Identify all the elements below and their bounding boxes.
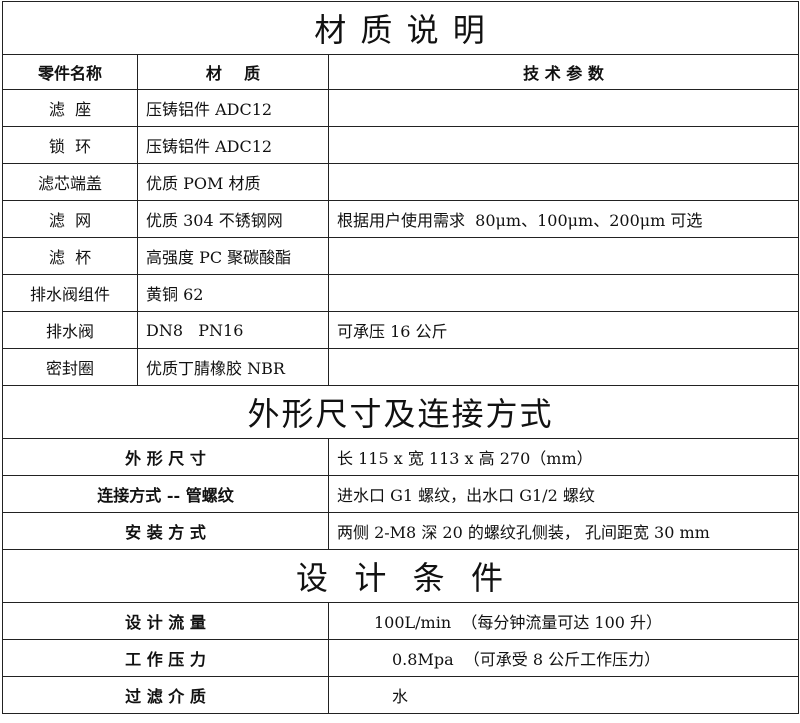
table-row: 排水阀 DN8 PN16 可承压 16 公斤 — [2, 311, 799, 349]
part-name: 锁 环 — [2, 126, 138, 164]
table-row: 外 形 尺 寸 长 115 x 宽 113 x 高 270（mm） — [2, 438, 799, 476]
doc-title: 材 质 说 明 — [2, 1, 799, 55]
part-spec: 根据用户使用需求 80μm、100μm、200μm 可选 — [328, 200, 799, 238]
table-row: 锁 环 压铸铝件 ADC12 — [2, 126, 799, 164]
row-label: 外 形 尺 寸 — [2, 438, 329, 476]
row-value: 进水口 G1 螺纹，出水口 G1/2 螺纹 — [328, 475, 799, 513]
table-row: 滤 杯 高强度 PC 聚碳酸酯 — [2, 237, 799, 275]
table-row: 安 装 方 式 两侧 2-M8 深 20 的螺纹孔侧装， 孔间距宽 30 mm — [2, 512, 799, 550]
part-material: 优质 304 不锈钢网 — [137, 200, 329, 238]
header-material: 材 质 — [137, 54, 329, 90]
part-material: 压铸铝件 ADC12 — [137, 126, 329, 164]
part-spec — [328, 89, 799, 127]
table-row: 滤 网 优质 304 不锈钢网 根据用户使用需求 80μm、100μm、200μ… — [2, 200, 799, 238]
part-spec — [328, 163, 799, 201]
table-row: 设 计 流 量 100L/min （每分钟流量可达 100 升） — [2, 602, 799, 640]
part-material: DN8 PN16 — [137, 311, 329, 349]
section-title-design: 设 计 条 件 — [2, 549, 799, 603]
part-name: 密封圈 — [2, 348, 138, 386]
row-value: 两侧 2-M8 深 20 的螺纹孔侧装， 孔间距宽 30 mm — [328, 512, 799, 550]
row-label: 工 作 压 力 — [2, 639, 329, 677]
row-value: 水 — [328, 676, 799, 714]
part-name: 排水阀组件 — [2, 274, 138, 312]
header-part-name: 零件名称 — [2, 54, 138, 90]
row-value: 100L/min （每分钟流量可达 100 升） — [328, 602, 799, 640]
part-name: 滤 网 — [2, 200, 138, 238]
header-spec: 技 术 参 数 — [328, 54, 799, 90]
table-row: 过 滤 介 质 水 — [2, 676, 799, 714]
row-label: 安 装 方 式 — [2, 512, 329, 550]
part-spec — [328, 348, 799, 386]
part-spec — [328, 237, 799, 275]
part-spec: 可承压 16 公斤 — [328, 311, 799, 349]
table-row: 密封圈 优质丁腈橡胶 NBR — [2, 348, 799, 386]
row-value: 长 115 x 宽 113 x 高 270（mm） — [328, 438, 799, 476]
row-label: 设 计 流 量 — [2, 602, 329, 640]
table-row: 排水阀组件 黄铜 62 — [2, 274, 799, 312]
table-row: 滤芯端盖 优质 POM 材质 — [2, 163, 799, 201]
part-material: 黄铜 62 — [137, 274, 329, 312]
part-name: 滤芯端盖 — [2, 163, 138, 201]
part-name: 滤 座 — [2, 89, 138, 127]
table-row: 连接方式 -- 管螺纹 进水口 G1 螺纹，出水口 G1/2 螺纹 — [2, 475, 799, 513]
part-material: 压铸铝件 ADC12 — [137, 89, 329, 127]
row-value: 0.8Mpa （可承受 8 公斤工作压力） — [328, 639, 799, 677]
part-spec — [328, 274, 799, 312]
table-row: 工 作 压 力 0.8Mpa （可承受 8 公斤工作压力） — [2, 639, 799, 677]
part-material: 高强度 PC 聚碳酸酯 — [137, 237, 329, 275]
part-material: 优质 POM 材质 — [137, 163, 329, 201]
part-spec — [328, 126, 799, 164]
section-title-dimensions: 外形尺寸及连接方式 — [2, 385, 799, 439]
part-name: 排水阀 — [2, 311, 138, 349]
row-label: 过 滤 介 质 — [2, 676, 329, 714]
part-name: 滤 杯 — [2, 237, 138, 275]
part-material: 优质丁腈橡胶 NBR — [137, 348, 329, 386]
row-label: 连接方式 -- 管螺纹 — [2, 475, 329, 513]
table-row: 滤 座 压铸铝件 ADC12 — [2, 89, 799, 127]
